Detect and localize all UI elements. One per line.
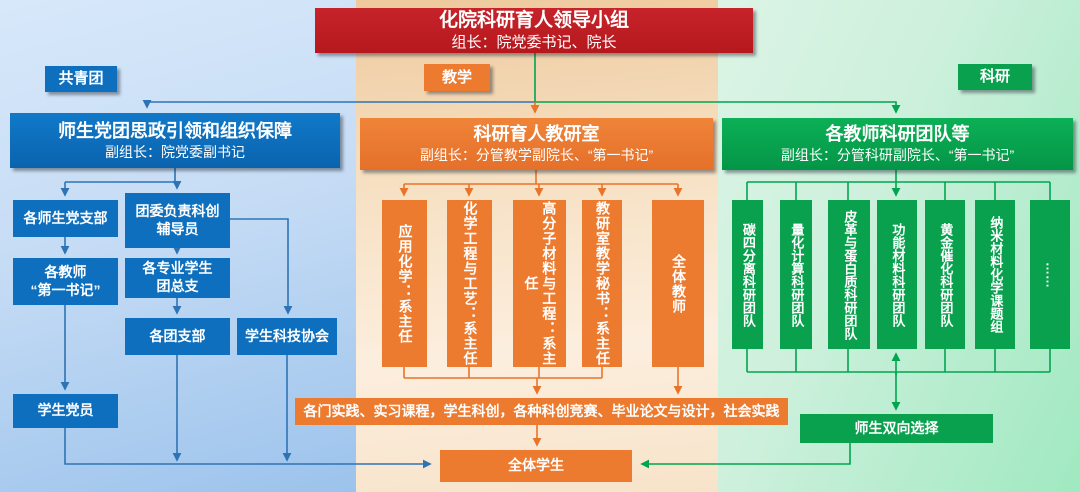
lane-label-teaching: 教学: [424, 64, 490, 91]
node-sci-tech-association: 学生科技协会: [237, 318, 337, 355]
node-major-student-league: 各专业学生 团总支: [125, 258, 230, 298]
practice-activities-bar: 各门实践、实习课程，学生科创，各种科创竞赛、毕业论文与设计，社会实践: [295, 398, 788, 425]
right-section-title: 各教师科研团队等: [825, 124, 970, 145]
middle-section-title: 科研育人教研室: [473, 124, 600, 145]
node-all-students: 全体学生: [440, 450, 632, 482]
node-team-leather-protein: 皮革与蛋白质科研团队: [828, 200, 870, 349]
node-teacher-first-secretaries: 各教师 “第一书记”: [13, 258, 118, 305]
node-team-c4-separation: 碳四分离科研团队: [732, 200, 763, 349]
left-section-header: 师生党团思政引领和组织保障 副组长：院党委副书记: [10, 113, 340, 168]
node-chemical-engineering: 化学工程与工艺：系主任: [447, 200, 492, 367]
node-mutual-selection: 师生双向选择: [800, 414, 993, 443]
node-all-teachers: 全体教师: [652, 200, 704, 367]
left-section-subtitle: 副组长：院党委副书记: [105, 143, 245, 160]
node-league-branches: 各团支部: [125, 318, 230, 355]
node-team-nano-materials: 纳米材料化学课题组: [975, 200, 1015, 349]
lane-label-youth-league: 共青团: [45, 66, 117, 92]
node-party-branches: 各师生党支部: [13, 200, 118, 237]
node-student-party-members: 学生党员: [13, 394, 118, 428]
right-section-subtitle: 副组长：分管科研副院长、“第一书记”: [780, 147, 1015, 164]
node-team-gold-catalysis: 黄金催化科研团队: [925, 200, 965, 349]
node-team-quantum-computation: 量化计算科研团队: [780, 200, 812, 349]
left-section-title: 师生党团思政引领和组织保障: [58, 120, 292, 141]
middle-section-header: 科研育人教研室 副组长：分管教学副院长、“第一书记”: [360, 118, 713, 170]
middle-section-subtitle: 副组长：分管教学副院长、“第一书记”: [419, 147, 654, 164]
node-polymer-materials: 高分子材料与工程：系主任: [513, 200, 566, 367]
node-youth-committee: 团委负责科创 辅导员: [125, 193, 230, 248]
node-team-functional-materials: 功能材料科研团队: [877, 200, 917, 349]
leadership-group-box: 化院科研育人领导小组 组长：院党委书记、院长: [315, 8, 753, 53]
node-applied-chemistry: 应用化学：系主任: [382, 200, 427, 367]
node-teaching-secretary: 教研室教学秘书：系主任: [582, 200, 622, 367]
lane-label-research: 科研: [958, 64, 1032, 90]
right-section-header: 各教师科研团队等 副组长：分管科研副院长、“第一书记”: [722, 118, 1073, 170]
leadership-title: 化院科研育人领导小组: [438, 9, 629, 31]
leadership-subtitle: 组长：院党委书记、院长: [451, 34, 617, 52]
node-team-ellipsis: ……: [1030, 200, 1070, 349]
